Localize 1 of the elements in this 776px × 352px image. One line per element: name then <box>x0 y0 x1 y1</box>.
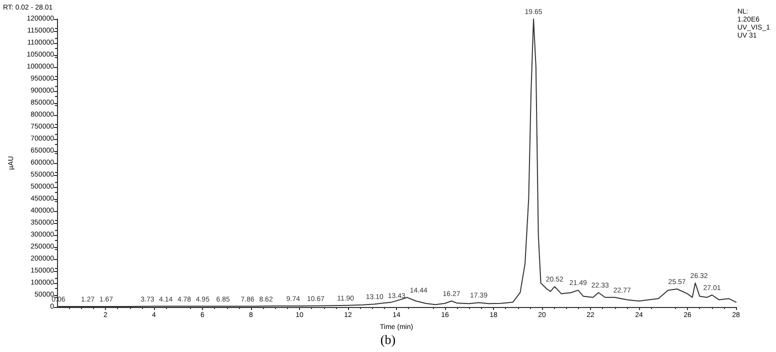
text: (b) <box>380 332 396 347</box>
